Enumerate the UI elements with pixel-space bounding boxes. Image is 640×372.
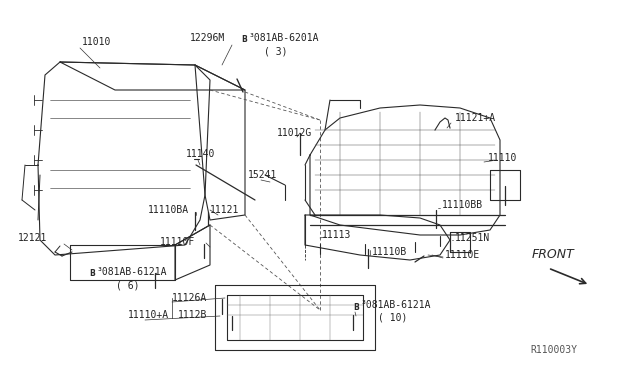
Text: 11110BB: 11110BB bbox=[442, 200, 483, 210]
Text: ( 10): ( 10) bbox=[378, 313, 408, 323]
Text: 11012G: 11012G bbox=[277, 128, 312, 138]
Text: B: B bbox=[353, 302, 359, 311]
Text: 11110: 11110 bbox=[488, 153, 517, 163]
Text: 11110F: 11110F bbox=[160, 237, 195, 247]
Text: 11110E: 11110E bbox=[445, 250, 480, 260]
Text: 11126A: 11126A bbox=[172, 293, 207, 303]
Text: B: B bbox=[241, 35, 247, 45]
Text: 11113: 11113 bbox=[322, 230, 351, 240]
Text: FRONT: FRONT bbox=[532, 248, 575, 262]
Text: 11121: 11121 bbox=[210, 205, 239, 215]
Text: ³081AB-6121A: ³081AB-6121A bbox=[96, 267, 166, 277]
Text: 11140: 11140 bbox=[186, 149, 216, 159]
Text: 15241: 15241 bbox=[248, 170, 277, 180]
Text: 12121: 12121 bbox=[18, 233, 47, 243]
Text: ( 3): ( 3) bbox=[264, 47, 287, 57]
Text: 12296M: 12296M bbox=[190, 33, 225, 43]
Text: B: B bbox=[89, 269, 95, 279]
Text: 11010: 11010 bbox=[82, 37, 111, 47]
Text: ³081AB-6121A: ³081AB-6121A bbox=[360, 300, 431, 310]
Text: 11121+A: 11121+A bbox=[455, 113, 496, 123]
Text: 11110B: 11110B bbox=[372, 247, 407, 257]
Text: ³081AB-6201A: ³081AB-6201A bbox=[248, 33, 319, 43]
Text: 11110BA: 11110BA bbox=[148, 205, 189, 215]
Text: ( 6): ( 6) bbox=[116, 280, 140, 290]
Text: 11110+A: 11110+A bbox=[128, 310, 169, 320]
Text: R110003Y: R110003Y bbox=[530, 345, 577, 355]
Text: 11251N: 11251N bbox=[455, 233, 490, 243]
Text: 1112B: 1112B bbox=[178, 310, 207, 320]
